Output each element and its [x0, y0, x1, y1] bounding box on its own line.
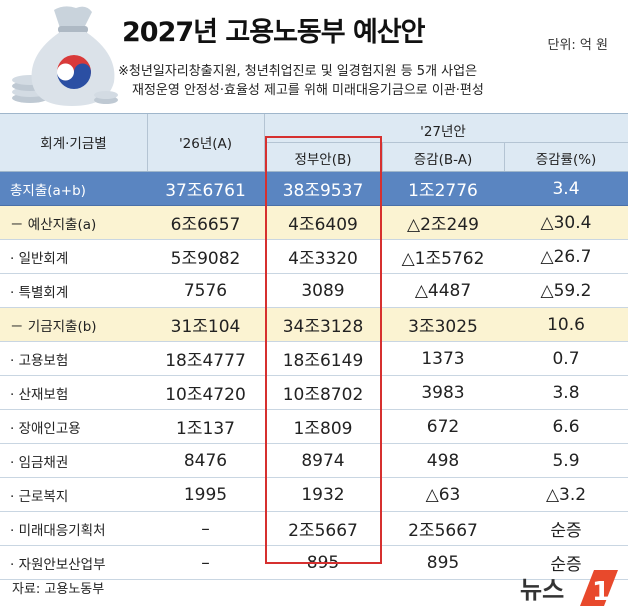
value-2026: 31조104 — [170, 317, 241, 337]
value-2026: 8476 — [183, 450, 228, 471]
table-row: － 기금지출(b) 31조104 34조3128 3조3025 10.6 — [0, 308, 628, 342]
value-2026: – — [201, 518, 210, 539]
table-row: · 근로복지 1995 1932 △63 △3.2 — [0, 478, 628, 512]
row-label: · 미래대응기획처 — [10, 522, 106, 539]
value-change: 672 — [426, 416, 460, 437]
footnote-line: ※청년일자리창출지원, 청년취업진로 및 일경험지원 등 5개 사업은 — [118, 64, 478, 79]
svg-text:뉴스: 뉴스 — [520, 576, 564, 604]
budget-table: 회계·기금별 '26년(A) '27년안 정부안(B) 증감(B-A) 증감률(… — [0, 113, 628, 580]
value-rate: 5.9 — [552, 450, 580, 471]
value-2027: 3089 — [301, 280, 345, 301]
value-2027: 38조9537 — [282, 181, 364, 201]
header-change: 증감(B-A) — [413, 152, 473, 168]
row-label: · 장애인고용 — [10, 420, 81, 437]
row-label: · 산재보험 — [10, 386, 69, 403]
value-rate: 순증 — [550, 555, 582, 575]
value-change: 1조2776 — [408, 181, 478, 201]
footnote: ※청년일자리창출지원, 청년취업진로 및 일경험지원 등 5개 사업은 재정운영… — [118, 62, 484, 100]
value-change: △1조5762 — [401, 249, 485, 269]
value-change: △4487 — [414, 280, 472, 301]
row-label: · 특별회계 — [10, 284, 69, 301]
value-2026: 1조137 — [176, 419, 235, 439]
value-change: 3983 — [421, 382, 465, 403]
row-label: 총지출(a+b) — [10, 182, 86, 199]
value-2027: 4조3320 — [288, 249, 358, 269]
header-2026: '26년(A) — [178, 136, 233, 152]
value-2027: 18조6149 — [282, 351, 364, 371]
footnote-line: 재정운영 안정성·효율성 제고를 위해 미래대응기금으로 이관·편성 — [132, 83, 484, 98]
value-rate: △59.2 — [540, 280, 592, 301]
row-label: · 임금채권 — [10, 454, 69, 471]
header-2027-group: '27년안 — [420, 124, 466, 140]
table-row: · 고용보험 18조4777 18조6149 1373 0.7 — [0, 342, 628, 376]
value-rate: 3.4 — [552, 178, 580, 199]
header-gov-proposal: 정부안(B) — [294, 152, 352, 168]
value-2026: 6조6657 — [170, 215, 241, 235]
money-bag-icon — [12, 6, 118, 106]
table-row: · 장애인고용 1조137 1조809 672 6.6 — [0, 410, 628, 444]
value-2026: 1995 — [183, 484, 228, 505]
value-change: 1373 — [421, 348, 465, 369]
value-rate: △30.4 — [540, 212, 592, 233]
row-label: － 예산지출(a) — [10, 216, 97, 233]
value-2026: – — [201, 552, 210, 573]
value-2027: 2조5667 — [288, 521, 358, 541]
table-row: · 산재보험 10조4720 10조8702 3983 3.8 — [0, 376, 628, 410]
value-change: △63 — [425, 484, 461, 505]
table-row: － 예산지출(a) 6조6657 4조6409 △2조249 △30.4 — [0, 206, 628, 240]
value-rate: 0.7 — [552, 348, 580, 369]
value-change: 3조3025 — [408, 317, 478, 337]
table-row: · 미래대응기획처 – 2조5667 2조5667 순증 — [0, 512, 628, 546]
value-2026: 7576 — [183, 280, 228, 301]
value-change: 2조5667 — [408, 521, 478, 541]
page-title: 2027년 고용노동부 예산안 — [122, 17, 426, 48]
table-row: · 일반회계 5조9082 4조3320 △1조5762 △26.7 — [0, 240, 628, 274]
header-account: 회계·기금별 — [40, 136, 107, 152]
value-2027: 895 — [306, 552, 340, 573]
svg-text:1: 1 — [592, 577, 610, 607]
value-rate: 6.6 — [552, 416, 580, 437]
news1-logo: 뉴스 1 — [520, 570, 618, 607]
row-label: · 일반회계 — [10, 250, 69, 267]
value-2026: 18조4777 — [165, 351, 246, 371]
value-rate: 10.6 — [547, 314, 585, 335]
row-label: · 고용보험 — [10, 352, 69, 369]
table-row: · 특별회계 7576 3089 △4487 △59.2 — [0, 274, 628, 308]
value-2027: 1조809 — [293, 419, 353, 439]
table-row: · 자원안보산업부 – 895 895 순증 — [0, 546, 628, 580]
header-change-rate: 증감률(%) — [535, 152, 597, 168]
value-change: △2조249 — [407, 215, 479, 235]
row-label: · 자원안보산업부 — [10, 556, 106, 573]
value-2027: 4조6409 — [288, 215, 358, 235]
row-label: － 기금지출(b) — [10, 318, 97, 335]
value-2027: 34조3128 — [282, 317, 364, 337]
table-header: 회계·기금별 '26년(A) '27년안 정부안(B) 증감(B-A) 증감률(… — [0, 113, 628, 172]
value-rate: △26.7 — [540, 246, 592, 267]
value-2027: 10조8702 — [282, 385, 364, 405]
value-change: 498 — [426, 450, 460, 471]
table-row: · 임금채권 8476 8974 498 5.9 — [0, 444, 628, 478]
value-2026: 5조9082 — [170, 249, 241, 269]
value-2026: 37조6761 — [165, 181, 246, 201]
row-label: · 근로복지 — [10, 488, 69, 505]
value-2026: 10조4720 — [165, 385, 246, 405]
source-note: 자료: 고용노동부 — [12, 582, 105, 597]
value-rate: 3.8 — [552, 382, 580, 403]
value-rate: △3.2 — [545, 484, 587, 505]
table-row: 총지출(a+b) 37조6761 38조9537 1조2776 3.4 — [0, 172, 628, 206]
value-change: 895 — [426, 552, 460, 573]
value-2027: 8974 — [301, 450, 345, 471]
unit-label: 단위: 억 원 — [547, 38, 609, 53]
value-2027: 1932 — [301, 484, 345, 505]
value-rate: 순증 — [550, 521, 582, 541]
